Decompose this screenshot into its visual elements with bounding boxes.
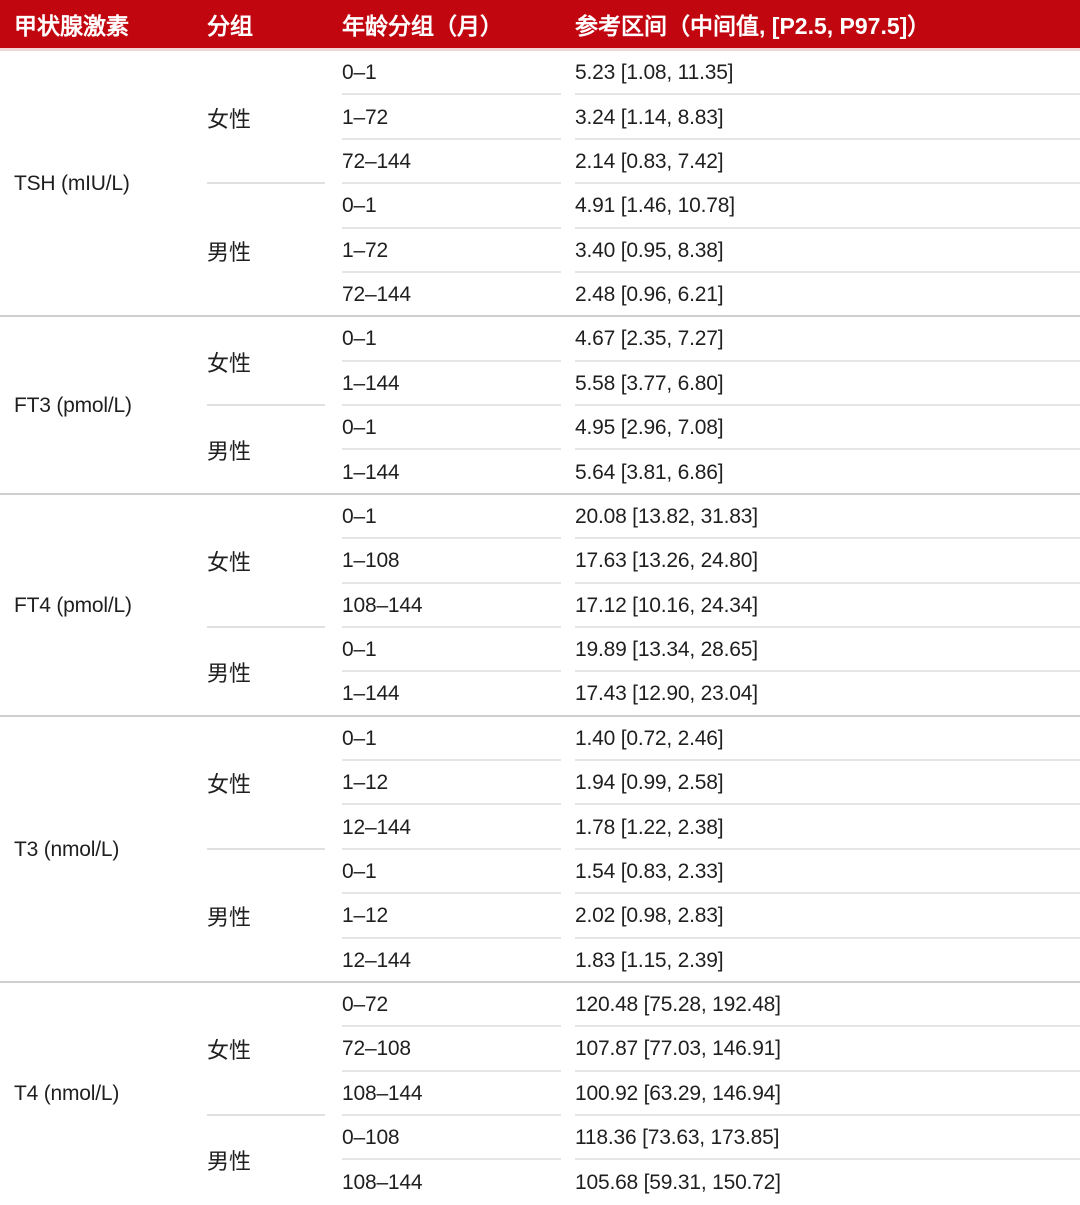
header-cell-group: 分组	[207, 13, 253, 39]
age-cell: 1–72	[342, 95, 575, 141]
age-cell: 0–1	[342, 317, 575, 363]
interval-cell: 19.89 [13.34, 28.65]	[575, 628, 1080, 673]
hormone-label: FT4 (pmol/L)	[0, 495, 207, 717]
age-cell: 1–12	[342, 761, 575, 806]
hormone-label: FT3 (pmol/L)	[0, 317, 207, 495]
interval-cell: 5.23 [1.08, 11.35]	[575, 51, 1080, 96]
age-cell: 108–144	[342, 584, 575, 629]
hormone-label: T3 (nmol/L)	[0, 717, 207, 983]
interval-cell: 4.91 [1.46, 10.78]	[575, 184, 1080, 229]
age-cell: 1–144	[342, 450, 575, 494]
interval-cell: 1.54 [0.83, 2.33]	[575, 850, 1080, 895]
age-cell: 0–1	[342, 850, 575, 895]
interval-cell: 1.83 [1.15, 2.39]	[575, 939, 1080, 983]
age-cell: 0–1	[342, 51, 575, 96]
interval-cell: 2.14 [0.83, 7.42]	[575, 140, 1080, 185]
interval-cell: 100.92 [63.29, 146.94]	[575, 1072, 1080, 1117]
sex-label: 男性	[207, 850, 342, 983]
interval-cell: 107.87 [77.03, 146.91]	[575, 1027, 1080, 1073]
sex-label: 男性	[207, 628, 342, 717]
hormone-label: T4 (nmol/L)	[14, 1081, 120, 1105]
sex-label: 女性	[207, 51, 342, 185]
sex-label: 男性	[207, 406, 342, 495]
age-cell: 0–1	[342, 495, 575, 540]
header-cell-age: 年龄分组（月）	[342, 13, 503, 39]
sex-label: 女性	[207, 495, 342, 629]
age-cell: 1–12	[342, 894, 575, 939]
hormone-label: TSH (mIU/L)	[0, 51, 207, 317]
age-cell: 0–108	[342, 1116, 575, 1161]
interval-cell: 3.24 [1.14, 8.83]	[575, 95, 1080, 141]
age-cell: 72–144	[342, 273, 575, 317]
age-cell: 12–144	[342, 939, 575, 983]
interval-cell: 3.40 [0.95, 8.38]	[575, 229, 1080, 274]
interval-cell: 1.40 [0.72, 2.46]	[575, 717, 1080, 762]
age-cell: 108–144	[342, 1072, 575, 1117]
header-cell-hormone: 甲状腺激素	[14, 13, 129, 39]
interval-cell: 2.02 [0.98, 2.83]	[575, 894, 1080, 939]
interval-cell: 17.63 [13.26, 24.80]	[575, 539, 1080, 584]
age-cell: 1–72	[342, 229, 575, 274]
interval-cell: 1.94 [0.99, 2.58]	[575, 761, 1080, 806]
age-cell: 1–144	[342, 672, 575, 716]
age-cell: 72–144	[342, 140, 575, 185]
interval-cell: 2.48 [0.96, 6.21]	[575, 273, 1080, 317]
interval-cell: 4.95 [2.96, 7.08]	[575, 406, 1080, 451]
sex-label: 女性	[207, 717, 342, 850]
age-cell: 0–1	[342, 628, 575, 673]
sex-label: 女性	[207, 317, 342, 406]
age-cell: 1–108	[342, 539, 575, 584]
table-body: TSH (mIU/L) 女性 0–1 5.23 [1.08, 11.35] 1–72 3.…	[0, 51, 1080, 1205]
age-cell: 0–1	[342, 184, 575, 229]
table-header: 甲状腺激素 分组 年龄分组（月） 参考区间（中间值, [P2.5, P97.5]…	[0, 0, 1080, 48]
interval-cell: 5.64 [3.81, 6.86]	[575, 450, 1080, 494]
interval-cell: 1.78 [1.22, 2.38]	[575, 805, 1080, 851]
interval-cell: 4.67 [2.35, 7.27]	[575, 317, 1080, 363]
interval-cell: 20.08 [13.82, 31.83]	[575, 495, 1080, 540]
age-cell: 12–144	[342, 805, 575, 851]
interval-cell: 17.43 [12.90, 23.04]	[575, 672, 1080, 716]
interval-cell: 17.12 [10.16, 24.34]	[575, 584, 1080, 629]
age-cell: 108–144	[342, 1170, 423, 1194]
header-cell-interval: 参考区间（中间值, [P2.5, P97.5]）	[575, 13, 931, 39]
interval-cell: 118.36 [73.63, 173.85]	[575, 1116, 1080, 1161]
age-cell: 0–1	[342, 406, 575, 451]
age-cell: 72–108	[342, 1027, 575, 1073]
age-cell: 0–1	[342, 717, 575, 762]
interval-cell: 5.58 [3.77, 6.80]	[575, 362, 1080, 407]
sex-label: 男性	[207, 1149, 252, 1175]
header-accent-line	[0, 48, 1080, 51]
interval-cell: 120.48 [75.28, 192.48]	[575, 983, 1080, 1028]
sex-label: 男性	[207, 184, 342, 317]
interval-cell: 105.68 [59.31, 150.72]	[575, 1170, 781, 1194]
age-cell: 0–72	[342, 983, 575, 1028]
age-cell: 1–144	[342, 362, 575, 407]
sex-label: 女性	[207, 983, 342, 1117]
